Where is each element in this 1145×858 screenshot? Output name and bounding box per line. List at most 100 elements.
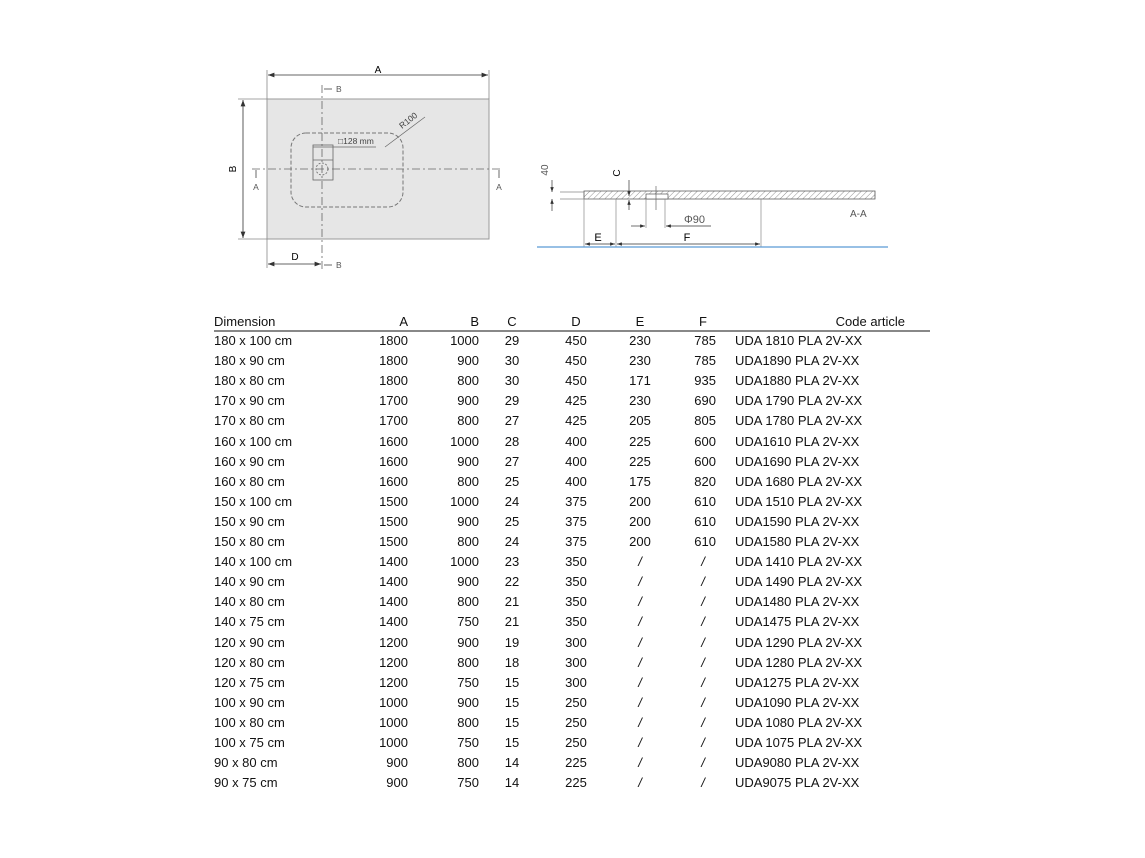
cell-a: 1500: [379, 493, 408, 509]
cell-code-article: UDA1090 PLA 2V-XX: [735, 694, 860, 710]
cell-a: 1700: [379, 393, 408, 409]
cell-e: 225: [629, 453, 651, 469]
cell-f: /: [701, 674, 705, 690]
cell-a: 1600: [379, 433, 408, 449]
cell-a: 1700: [379, 413, 408, 429]
cell-e: /: [638, 614, 642, 630]
cell-d: 300: [565, 634, 587, 650]
cell-dimension: 120 x 75 cm: [214, 674, 285, 690]
cell-b: 900: [457, 574, 479, 590]
cell-d: 250: [565, 735, 587, 750]
cell-dimension: 150 x 80 cm: [214, 534, 285, 549]
cell-f: /: [701, 654, 705, 670]
cell-code-article: UDA1880 PLA 2V-XX: [735, 373, 860, 389]
cell-code-article: UDA1580 PLA 2V-XX: [735, 534, 860, 549]
cell-a: 900: [386, 775, 408, 791]
cell-b: 900: [457, 694, 479, 710]
label-f: F: [684, 232, 691, 244]
cell-code-article: UDA 1790 PLA 2V-XX: [735, 393, 863, 409]
cell-b: 900: [457, 353, 479, 369]
label-a: A: [375, 65, 382, 76]
cell-d: 225: [565, 755, 587, 771]
cell-f: 600: [694, 453, 716, 469]
cell-c: 29: [504, 333, 520, 348]
cell-code-article: UDA 1075 PLA 2V-XX: [735, 735, 863, 750]
cell-d: 400: [565, 433, 587, 449]
cell-a: 1000: [379, 694, 408, 710]
cell-f: 785: [694, 353, 716, 369]
header-b: B: [470, 314, 479, 329]
cell-b: 800: [457, 413, 479, 429]
cell-f: /: [701, 594, 705, 610]
plan-view-drawing: A B □128 mm R100 D B B A A: [228, 65, 502, 270]
cell-dimension: 120 x 90 cm: [214, 634, 285, 650]
cell-d: 375: [565, 513, 587, 529]
drain-outlet: [645, 193, 669, 200]
cell-b: 1000: [450, 433, 479, 449]
cell-code-article: UDA9080 PLA 2V-XX: [735, 755, 860, 771]
cell-f: /: [701, 755, 705, 771]
cell-e: /: [638, 755, 642, 771]
cell-c: 14: [504, 775, 520, 791]
cell-code-article: UDA 1680 PLA 2V-XX: [735, 473, 863, 489]
cell-f: 690: [694, 393, 716, 409]
cell-code-article: UDA1590 PLA 2V-XX: [735, 513, 860, 529]
cell-a: 1600: [379, 453, 408, 469]
cell-dimension: 120 x 80 cm: [214, 654, 285, 670]
cell-d: 350: [565, 554, 587, 570]
cell-c: 30: [504, 373, 520, 389]
cell-b: 1000: [450, 493, 479, 509]
cell-dimension: 180 x 90 cm: [214, 353, 285, 369]
cell-d: 350: [565, 614, 587, 630]
cell-d: 450: [565, 353, 587, 369]
cell-e: /: [638, 574, 642, 590]
cell-c: 19: [504, 634, 520, 650]
cell-f: 785: [694, 333, 716, 348]
header-e: E: [635, 314, 645, 329]
cell-b: 800: [457, 714, 479, 730]
cell-f: /: [701, 554, 705, 570]
drain-icon: [315, 162, 329, 176]
cell-b: 750: [457, 614, 479, 630]
section-marker-a-left: A: [253, 182, 259, 192]
cell-e: /: [638, 775, 642, 791]
cell-a: 1400: [379, 554, 408, 570]
cell-c: 15: [504, 694, 520, 710]
cell-b: 800: [457, 473, 479, 489]
cell-d: 450: [565, 373, 587, 389]
cell-b: 900: [457, 393, 479, 409]
cell-f: /: [701, 735, 705, 750]
cell-a: 1500: [379, 534, 408, 549]
cell-b: 750: [457, 674, 479, 690]
cell-b: 900: [457, 453, 479, 469]
slope-area-outline: [290, 132, 404, 208]
thickness-label: 40: [540, 164, 551, 176]
cell-c: 27: [504, 413, 520, 429]
cell-c: 28: [504, 433, 520, 449]
cell-c: 25: [504, 513, 520, 529]
cell-c: 15: [504, 674, 520, 690]
cell-e: 171: [629, 373, 651, 389]
cell-a: 1800: [379, 353, 408, 369]
cell-c: 30: [504, 353, 520, 369]
cell-a: 1800: [379, 373, 408, 389]
cell-c: 14: [504, 755, 520, 771]
cell-c: 15: [504, 735, 520, 750]
cell-code-article: UDA1475 PLA 2V-XX: [735, 614, 860, 630]
cell-f: /: [701, 714, 705, 730]
cell-b: 800: [457, 373, 479, 389]
header-f: F: [699, 314, 707, 329]
cell-dimension: 140 x 100 cm: [214, 554, 293, 570]
drain-size-label: □128 mm: [338, 136, 374, 146]
cell-f: 805: [694, 413, 716, 429]
cell-e: /: [638, 714, 642, 730]
cell-code-article: UDA 1280 PLA 2V-XX: [735, 654, 863, 670]
cell-dimension: 100 x 75 cm: [214, 735, 285, 750]
cell-a: 1000: [379, 714, 408, 730]
cell-a: 1200: [379, 634, 408, 650]
label-e: E: [594, 232, 601, 244]
cell-a: 1400: [379, 594, 408, 610]
cell-e: 230: [629, 333, 651, 348]
cell-b: 900: [457, 634, 479, 650]
